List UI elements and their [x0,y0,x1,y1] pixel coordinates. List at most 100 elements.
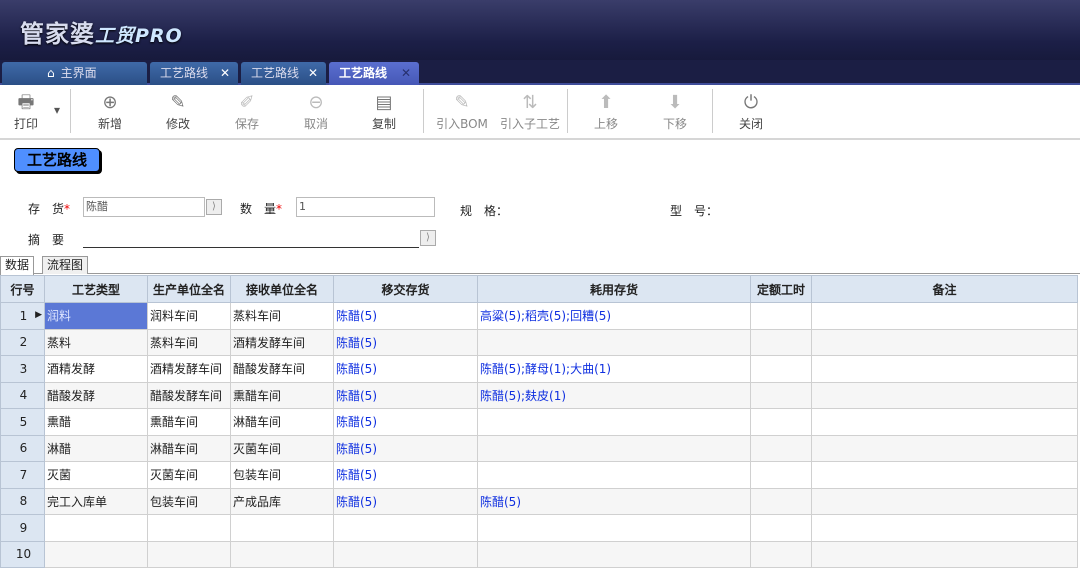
table-cell[interactable] [477,540,751,568]
row-number[interactable]: 1 ▶ [0,302,45,330]
table-cell[interactable]: 醋酸发酵 [44,381,148,409]
table-cell[interactable] [811,487,1078,515]
table-cell[interactable]: 陈醋(5);麸皮(1) [477,381,751,409]
table-cell[interactable]: 熏醋 [44,408,148,436]
table-cell[interactable] [477,514,751,542]
row-number[interactable]: 8 [0,487,45,515]
subtab-data[interactable]: 数据 [0,256,35,275]
inventory-lookup-button[interactable]: ⟩ [206,199,222,215]
toolbar-button-7[interactable]: ⇅ 引入子工艺 [500,91,560,132]
table-cell[interactable] [750,328,812,356]
table-cell[interactable]: 熏醋车间 [147,408,231,436]
table-cell[interactable] [230,540,334,568]
toolbar-button-1[interactable]: ⊕ 新增 [80,91,140,132]
table-cell[interactable]: 淋醋 [44,434,148,462]
table-cell[interactable]: 完工入库单 [44,487,148,515]
table-cell[interactable] [477,328,751,356]
table-cell[interactable] [477,434,751,462]
column-header[interactable]: 工艺类型 [44,275,148,303]
table-row[interactable]: 1 ▶ 润料 润料车间 蒸料车间 陈醋(5) 高粱(5);稻壳(5);回糟(5) [0,302,1078,330]
table-cell[interactable] [750,302,812,330]
table-row[interactable]: 3 酒精发酵 酒精发酵车间 醋酸发酵车间 陈醋(5) 陈醋(5);酵母(1);大曲(1) [0,355,1078,383]
column-header[interactable]: 定额工时 [750,275,812,303]
summary-lookup-button[interactable]: ⟩ [420,230,436,246]
tab-1[interactable]: 工艺路线 ✕ [150,62,238,85]
subtab-flowchart[interactable]: 流程图 [42,256,89,274]
table-cell[interactable]: 灭菌 [44,461,148,489]
table-cell[interactable] [811,434,1078,462]
close-icon[interactable]: ✕ [400,66,411,80]
table-row[interactable]: 5 熏醋 熏醋车间 淋醋车间 陈醋(5) [0,408,1078,436]
table-cell[interactable]: 陈醋(5);酵母(1);大曲(1) [477,355,751,383]
table-cell[interactable]: 淋醋车间 [230,408,334,436]
row-number[interactable]: 3 [0,355,45,383]
toolbar-button-8[interactable]: ⬆ 上移 [576,91,636,132]
row-number[interactable]: 6 [0,434,45,462]
toolbar-button-4[interactable]: ⊖ 取消 [286,91,346,132]
toolbar-button-9[interactable]: ⬇ 下移 [645,91,705,132]
table-cell[interactable]: 酒精发酵 [44,355,148,383]
column-header[interactable]: 生产单位全名 [147,275,231,303]
table-cell[interactable]: 陈醋(5) [333,434,478,462]
table-cell[interactable] [750,540,812,568]
column-header[interactable]: 移交存货 [333,275,478,303]
tab-2[interactable]: 工艺路线 ✕ [241,62,326,85]
tab-0[interactable]: ⌂ 主界面 [2,62,147,85]
table-cell[interactable] [750,461,812,489]
table-cell[interactable] [811,514,1078,542]
table-cell[interactable]: 蒸料 [44,328,148,356]
column-header[interactable]: 行号 [0,275,45,303]
table-cell[interactable]: 酒精发酵车间 [147,355,231,383]
table-cell[interactable]: 蒸料车间 [147,328,231,356]
table-row[interactable]: 9 [0,514,1078,542]
toolbar-button-6[interactable]: ✎ 引入BOM [432,91,492,132]
print-dropdown-icon[interactable]: ▾ [54,103,61,117]
table-cell[interactable] [811,328,1078,356]
row-number[interactable]: 2 [0,328,45,356]
table-cell[interactable]: 酒精发酵车间 [230,328,334,356]
row-number[interactable]: 7 [0,461,45,489]
table-cell[interactable]: 陈醋(5) [333,302,478,330]
table-cell[interactable]: 陈醋(5) [333,328,478,356]
table-row[interactable]: 7 灭菌 灭菌车间 包装车间 陈醋(5) [0,461,1078,489]
table-row[interactable]: 6 淋醋 淋醋车间 灭菌车间 陈醋(5) [0,434,1078,462]
table-cell[interactable] [811,381,1078,409]
table-cell[interactable]: 包装车间 [230,461,334,489]
table-cell[interactable] [230,514,334,542]
table-cell[interactable]: 醋酸发酵车间 [147,381,231,409]
table-cell[interactable]: 陈醋(5) [333,487,478,515]
table-cell[interactable]: 包装车间 [147,487,231,515]
toolbar-button-2[interactable]: ✎ 修改 [148,91,208,132]
row-number[interactable]: 10 [0,540,45,568]
row-number[interactable]: 5 [0,408,45,436]
table-cell[interactable] [811,461,1078,489]
table-cell[interactable] [750,487,812,515]
table-cell[interactable] [333,514,478,542]
table-cell[interactable]: 润料车间 [147,302,231,330]
column-header[interactable]: 备注 [811,275,1078,303]
column-header[interactable]: 耗用存货 [477,275,751,303]
toolbar-button-5[interactable]: ▤ 复制 [354,91,414,132]
quantity-input[interactable]: 1 [296,197,435,217]
close-icon[interactable]: ✕ [219,66,230,80]
row-number[interactable]: 9 [0,514,45,542]
table-cell[interactable] [811,540,1078,568]
table-cell[interactable] [811,408,1078,436]
table-cell[interactable]: 醋酸发酵车间 [230,355,334,383]
table-cell[interactable] [750,434,812,462]
table-cell[interactable] [750,355,812,383]
table-cell[interactable] [333,540,478,568]
table-cell[interactable]: 产成品库 [230,487,334,515]
toolbar-button-3[interactable]: ✐ 保存 [217,91,277,132]
summary-input[interactable] [83,228,419,248]
table-cell[interactable] [477,461,751,489]
toolbar-button-0[interactable]: 🖶 打印 [0,91,55,132]
row-number[interactable]: 4 [0,381,45,409]
table-cell[interactable] [811,302,1078,330]
table-row[interactable]: 4 醋酸发酵 醋酸发酵车间 熏醋车间 陈醋(5) 陈醋(5);麸皮(1) [0,381,1078,409]
tab-3[interactable]: 工艺路线 ✕ [329,62,419,85]
table-cell[interactable] [750,408,812,436]
table-cell[interactable]: 灭菌车间 [147,461,231,489]
table-cell[interactable] [147,540,231,568]
table-cell[interactable]: 陈醋(5) [477,487,751,515]
